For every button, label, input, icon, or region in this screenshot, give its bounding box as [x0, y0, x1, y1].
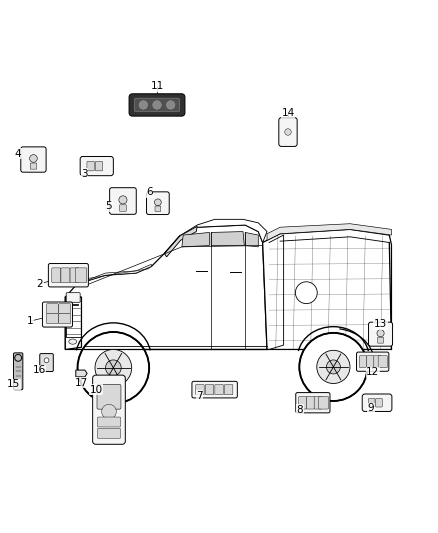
FancyBboxPatch shape — [59, 313, 71, 324]
FancyBboxPatch shape — [205, 385, 214, 394]
FancyBboxPatch shape — [42, 302, 72, 327]
FancyBboxPatch shape — [374, 356, 381, 368]
Polygon shape — [164, 227, 197, 257]
Text: 6: 6 — [146, 187, 152, 197]
Text: 11: 11 — [150, 81, 164, 91]
Text: 9: 9 — [367, 403, 374, 414]
Polygon shape — [65, 225, 267, 350]
FancyBboxPatch shape — [46, 313, 58, 324]
FancyBboxPatch shape — [368, 399, 375, 407]
Ellipse shape — [285, 129, 291, 135]
FancyBboxPatch shape — [314, 397, 322, 409]
Text: 8: 8 — [297, 405, 303, 415]
Circle shape — [317, 350, 350, 384]
Text: 14: 14 — [281, 108, 295, 118]
Polygon shape — [263, 229, 392, 350]
FancyBboxPatch shape — [296, 393, 330, 413]
Ellipse shape — [119, 196, 127, 204]
Text: 5: 5 — [106, 201, 112, 211]
Polygon shape — [180, 220, 267, 243]
Polygon shape — [182, 232, 209, 247]
FancyBboxPatch shape — [120, 205, 126, 211]
Circle shape — [95, 350, 132, 386]
FancyBboxPatch shape — [196, 385, 204, 394]
Ellipse shape — [166, 101, 175, 109]
FancyBboxPatch shape — [155, 206, 161, 212]
FancyBboxPatch shape — [75, 268, 87, 282]
FancyBboxPatch shape — [40, 353, 53, 372]
FancyBboxPatch shape — [80, 157, 113, 176]
FancyBboxPatch shape — [129, 94, 185, 116]
FancyBboxPatch shape — [279, 118, 297, 147]
FancyBboxPatch shape — [376, 399, 382, 407]
Polygon shape — [267, 224, 392, 240]
Polygon shape — [77, 264, 151, 284]
FancyBboxPatch shape — [87, 161, 94, 171]
Text: 16: 16 — [32, 366, 46, 375]
Circle shape — [326, 360, 340, 374]
Text: 10: 10 — [89, 385, 102, 394]
FancyBboxPatch shape — [362, 394, 392, 411]
FancyBboxPatch shape — [360, 356, 367, 368]
FancyBboxPatch shape — [95, 161, 102, 171]
FancyBboxPatch shape — [97, 429, 120, 438]
Circle shape — [106, 360, 121, 376]
FancyBboxPatch shape — [59, 304, 71, 314]
FancyBboxPatch shape — [61, 268, 70, 282]
Text: 7: 7 — [196, 391, 203, 401]
FancyBboxPatch shape — [357, 352, 389, 372]
Text: 17: 17 — [75, 378, 88, 387]
Text: 3: 3 — [81, 169, 88, 179]
Ellipse shape — [155, 199, 161, 206]
FancyBboxPatch shape — [319, 397, 328, 409]
Ellipse shape — [139, 101, 148, 109]
FancyBboxPatch shape — [52, 268, 61, 282]
FancyBboxPatch shape — [110, 188, 136, 214]
Polygon shape — [76, 370, 87, 377]
Text: 15: 15 — [7, 379, 21, 390]
Ellipse shape — [102, 405, 116, 419]
FancyBboxPatch shape — [307, 397, 314, 409]
Polygon shape — [65, 295, 81, 350]
Polygon shape — [245, 232, 258, 247]
FancyBboxPatch shape — [93, 375, 125, 445]
Ellipse shape — [30, 155, 37, 163]
Ellipse shape — [69, 339, 77, 344]
FancyBboxPatch shape — [48, 263, 88, 287]
Polygon shape — [211, 231, 244, 246]
FancyBboxPatch shape — [97, 384, 121, 409]
Text: 13: 13 — [374, 319, 387, 329]
FancyBboxPatch shape — [30, 163, 37, 169]
FancyBboxPatch shape — [46, 304, 58, 314]
Text: 1: 1 — [27, 316, 34, 326]
Circle shape — [78, 332, 149, 403]
FancyBboxPatch shape — [14, 353, 23, 390]
Ellipse shape — [153, 101, 161, 109]
Circle shape — [295, 282, 317, 304]
Text: 2: 2 — [37, 279, 43, 289]
FancyBboxPatch shape — [299, 397, 307, 409]
Circle shape — [44, 358, 49, 362]
Text: 12: 12 — [366, 367, 379, 377]
FancyBboxPatch shape — [97, 417, 120, 427]
FancyBboxPatch shape — [70, 268, 79, 282]
FancyBboxPatch shape — [367, 356, 374, 368]
FancyBboxPatch shape — [224, 385, 233, 394]
FancyBboxPatch shape — [66, 293, 80, 302]
Circle shape — [299, 333, 367, 401]
FancyBboxPatch shape — [192, 381, 237, 398]
FancyBboxPatch shape — [378, 356, 387, 368]
FancyBboxPatch shape — [134, 98, 180, 112]
FancyBboxPatch shape — [147, 192, 169, 215]
FancyBboxPatch shape — [21, 147, 46, 172]
FancyBboxPatch shape — [368, 322, 392, 346]
Text: 4: 4 — [15, 149, 21, 159]
FancyBboxPatch shape — [215, 385, 223, 394]
Ellipse shape — [377, 329, 384, 337]
FancyBboxPatch shape — [378, 337, 384, 343]
